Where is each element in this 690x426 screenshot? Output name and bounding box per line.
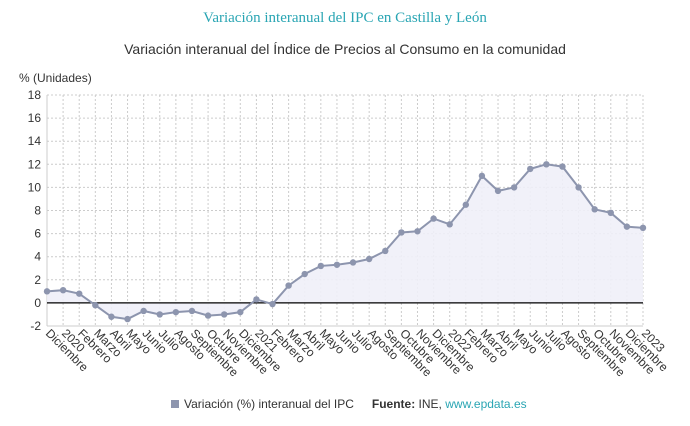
y-tick-label: 12 xyxy=(28,157,42,171)
data-point xyxy=(188,307,196,315)
source-text: INE, xyxy=(418,397,442,411)
y-tick-label: 10 xyxy=(28,180,42,194)
data-point xyxy=(124,315,131,323)
data-point xyxy=(494,187,502,195)
series-area xyxy=(47,164,643,320)
data-point xyxy=(591,206,598,213)
y-tick-label: 16 xyxy=(28,111,42,125)
data-point xyxy=(92,302,99,309)
data-point xyxy=(301,270,308,278)
data-point xyxy=(253,296,260,303)
data-point xyxy=(317,262,325,270)
data-point xyxy=(382,247,389,255)
data-point xyxy=(543,161,550,168)
data-point xyxy=(575,184,582,191)
data-point xyxy=(462,201,470,208)
data-point xyxy=(204,312,212,319)
data-point xyxy=(430,215,437,222)
y-tick-label: 0 xyxy=(34,296,41,310)
chart-subtitle: Variación interanual del Índice de Preci… xyxy=(124,41,566,57)
y-axis-unit-label: % (Unidades) xyxy=(19,71,92,85)
y-tick-label: 4 xyxy=(34,250,41,264)
data-point xyxy=(43,288,51,295)
data-point xyxy=(59,286,67,294)
data-point xyxy=(510,184,518,191)
y-tick-label: 6 xyxy=(34,227,41,241)
data-point xyxy=(365,255,373,263)
data-point xyxy=(172,308,180,316)
data-point xyxy=(269,300,276,308)
legend-series-label[interactable]: Variación (%) interanual del IPC xyxy=(184,397,354,411)
source-link[interactable]: www.epdata.es xyxy=(445,397,527,411)
data-point xyxy=(333,261,341,268)
data-point xyxy=(285,282,292,289)
y-tick-label: 8 xyxy=(34,204,41,218)
y-tick-label: 18 xyxy=(28,88,42,102)
source-label: Fuente: xyxy=(371,397,416,411)
data-point xyxy=(446,221,453,228)
data-point xyxy=(349,259,357,266)
data-point xyxy=(527,165,534,173)
legend-swatch xyxy=(171,400,179,408)
data-point xyxy=(414,228,421,235)
data-point xyxy=(140,307,147,315)
data-point xyxy=(398,229,405,236)
data-point xyxy=(639,224,647,232)
data-point xyxy=(156,311,163,318)
data-point xyxy=(237,308,244,316)
y-tick-label: -2 xyxy=(30,319,41,333)
data-point xyxy=(607,209,614,217)
data-point xyxy=(108,313,115,320)
data-point xyxy=(478,172,486,180)
data-point xyxy=(559,163,566,170)
data-point xyxy=(220,311,228,318)
data-point xyxy=(623,223,631,230)
y-tick-label: 2 xyxy=(34,273,41,287)
chart-title: Variación interanual del IPC en Castilla… xyxy=(203,10,487,26)
y-tick-label: 14 xyxy=(28,134,42,148)
source-credit: Fuente: INE, www.epdata.es xyxy=(372,397,527,411)
chart-legend: Variación (%) interanual del IPC Fuente:… xyxy=(171,397,527,411)
data-point xyxy=(76,290,83,297)
